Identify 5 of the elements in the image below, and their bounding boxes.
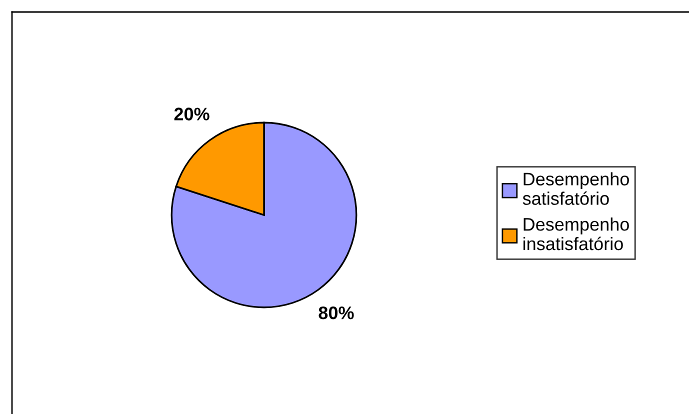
legend-label: Desempenho insatisfatório [524, 218, 629, 250]
legend-label: Desempenho satisfatório [522, 172, 629, 205]
pie-slice [170, 122, 358, 308]
data-label: 80% [318, 306, 354, 320]
data-label: 20% [174, 108, 210, 120]
